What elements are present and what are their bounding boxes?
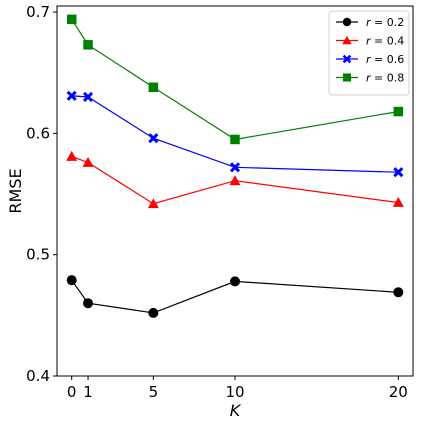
x-tick-label-2: 1 bbox=[83, 383, 93, 401]
plot-area bbox=[66, 14, 404, 318]
series-4-point-3 bbox=[148, 82, 159, 93]
series-4-point-2 bbox=[83, 40, 93, 50]
series-line-3 bbox=[71, 95, 399, 173]
legend-entry-4: r = 0.8 bbox=[336, 72, 404, 85]
series-2-point-2 bbox=[82, 156, 94, 167]
series-3-point-3 bbox=[148, 133, 159, 144]
series-3-point-5 bbox=[393, 167, 404, 178]
legend-label-1: r = 0.2 bbox=[366, 16, 404, 29]
legend-label-4: r = 0.8 bbox=[366, 72, 404, 85]
series-1-point-2 bbox=[83, 298, 94, 309]
series-4-point-1 bbox=[66, 14, 77, 25]
series-2-point-4 bbox=[229, 175, 241, 186]
y-tick-label-3: 0.6 bbox=[26, 124, 50, 142]
series-1-point-1 bbox=[66, 275, 77, 286]
series-1-point-5 bbox=[393, 287, 404, 298]
series-2-point-5 bbox=[392, 197, 404, 207]
legend: r = 0.2 r = 0.4 r = 0.6 r = 0.8 bbox=[328, 10, 410, 96]
legend-label-3: r = 0.6 bbox=[366, 53, 404, 66]
x-tick-label-5: 20 bbox=[389, 383, 408, 401]
x-axis-label: K bbox=[230, 401, 242, 420]
series-2-point-1 bbox=[66, 150, 78, 161]
legend-entry-1: r = 0.2 bbox=[336, 16, 404, 29]
axes: 0.4 0.5 0.6 0.7 0 1 5 10 20 bbox=[26, 3, 414, 401]
legend-entry-2: r = 0.4 bbox=[336, 35, 404, 48]
y-tick-label-1: 0.4 bbox=[26, 367, 50, 385]
legend-marker-2 bbox=[342, 35, 352, 45]
series-4-point-4 bbox=[230, 134, 240, 145]
x-tick-label-4: 10 bbox=[225, 383, 244, 401]
series-2-point-3 bbox=[147, 198, 159, 209]
y-axis-label: RMSE bbox=[6, 168, 25, 213]
y-tick-label-2: 0.5 bbox=[26, 246, 50, 264]
legend-marker-3 bbox=[342, 54, 352, 64]
x-tick-label-1: 0 bbox=[67, 383, 77, 401]
legend-marker-1 bbox=[342, 17, 352, 27]
series-4-point-5 bbox=[393, 106, 404, 117]
series-3-point-4 bbox=[229, 162, 241, 173]
legend-marker-4 bbox=[342, 73, 352, 82]
series-1-point-3 bbox=[148, 307, 159, 318]
y-tick-label-4: 0.7 bbox=[26, 3, 50, 21]
x-tick-label-3: 5 bbox=[149, 383, 159, 401]
series-3-point-1 bbox=[66, 90, 77, 101]
series-3-point-2 bbox=[82, 91, 94, 103]
series-1-point-4 bbox=[230, 276, 240, 287]
legend-label-2: r = 0.4 bbox=[366, 35, 404, 48]
legend-entry-3: r = 0.6 bbox=[336, 53, 404, 66]
